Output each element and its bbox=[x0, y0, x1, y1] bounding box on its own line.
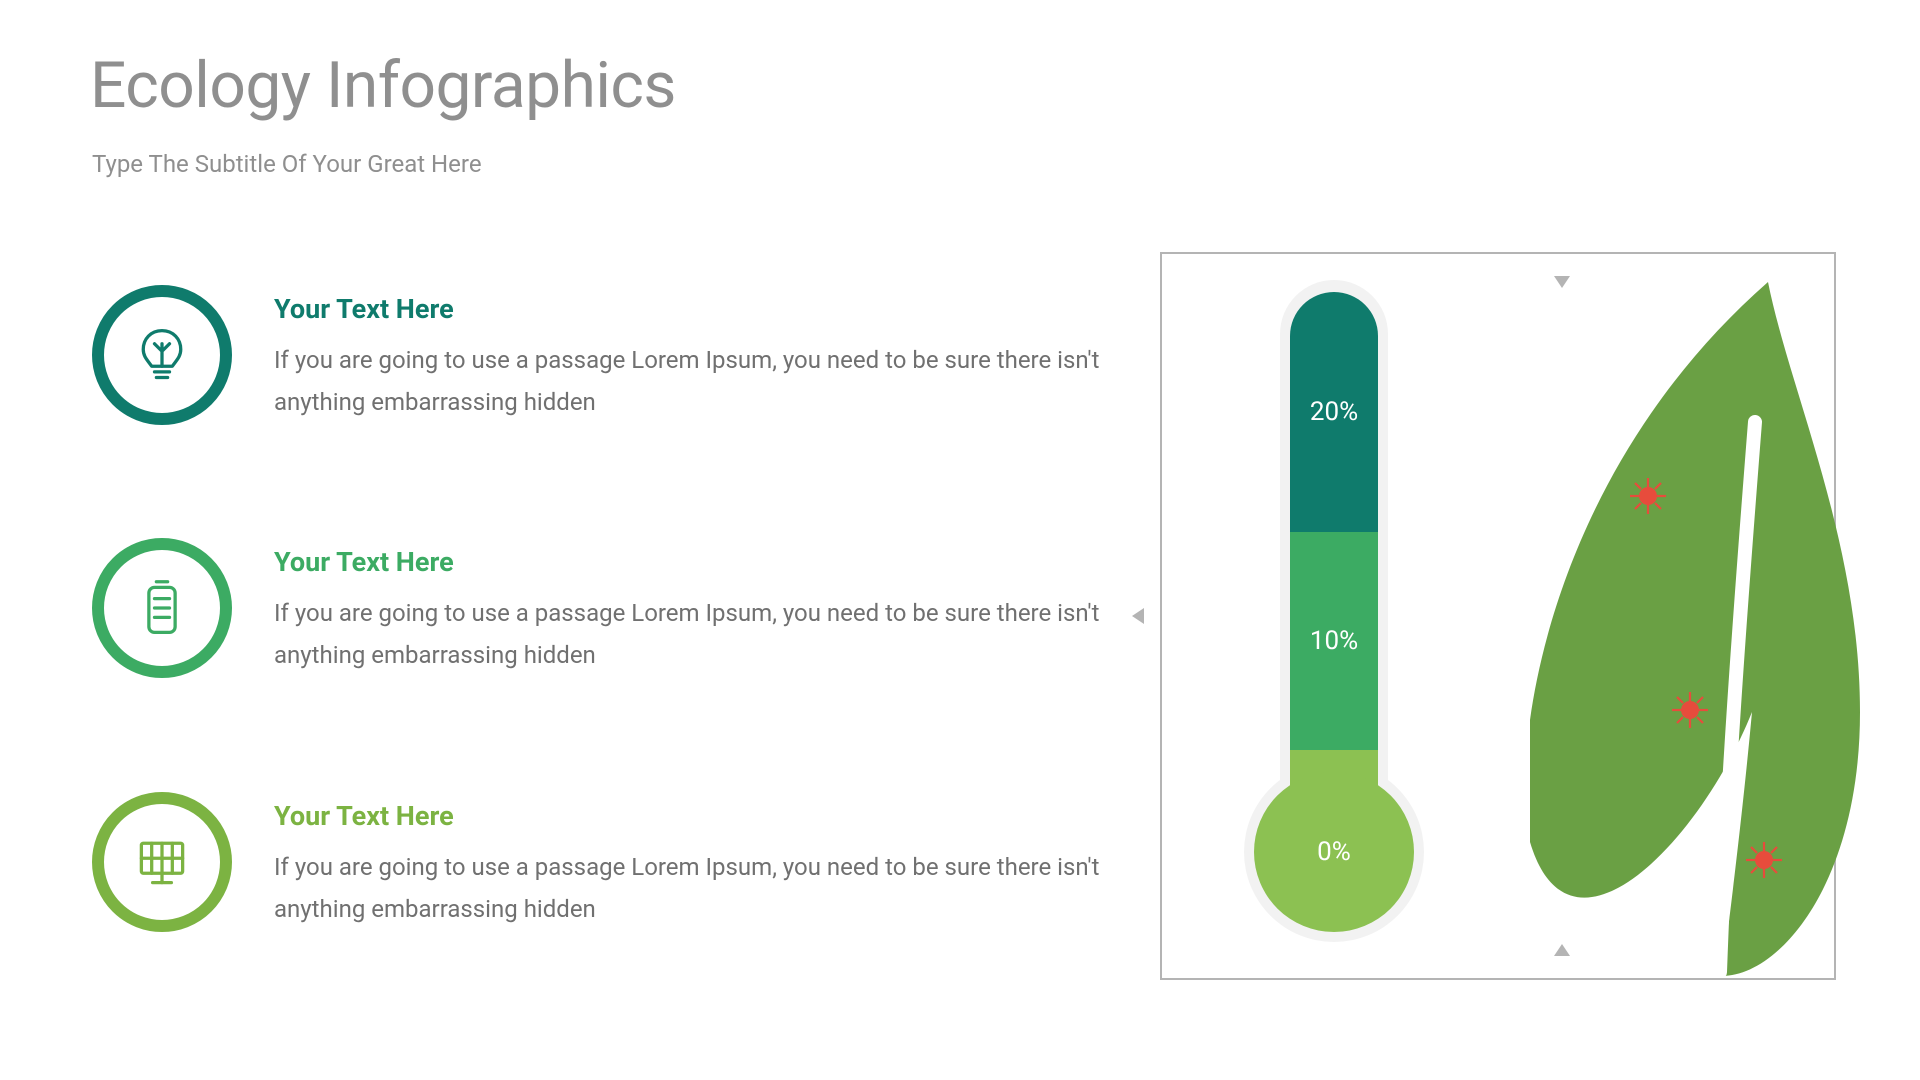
arrow-left-icon bbox=[1132, 608, 1144, 624]
icon-ring-0 bbox=[92, 285, 232, 425]
leaf-icon bbox=[1530, 282, 1860, 976]
virus-dot-icon bbox=[1744, 840, 1784, 880]
info-item-0: Your Text Here If you are going to use a… bbox=[92, 285, 1102, 425]
leaf-dot-2 bbox=[1744, 840, 1784, 880]
info-item-title-1: Your Text Here bbox=[274, 546, 1102, 578]
thermometer-stack: 20% 10% bbox=[1290, 292, 1378, 822]
info-item-2: Your Text Here If you are going to use a… bbox=[92, 792, 1102, 932]
slide: Ecology Infographics Type The Subtitle O… bbox=[0, 0, 1920, 1080]
thermometer-bulb: 0% bbox=[1254, 772, 1414, 932]
info-item-text-0: Your Text Here If you are going to use a… bbox=[274, 285, 1102, 423]
virus-dot-icon bbox=[1670, 690, 1710, 730]
thermometer-seg-1: 10% bbox=[1290, 532, 1378, 750]
solar-panel-icon bbox=[132, 832, 192, 892]
page-title: Ecology Infographics bbox=[90, 48, 676, 123]
info-item-title-2: Your Text Here bbox=[274, 800, 1102, 832]
leaf-dot-1 bbox=[1670, 690, 1710, 730]
thermometer: 20% 10% 0% bbox=[1230, 280, 1430, 960]
leaf-dot-0 bbox=[1628, 476, 1668, 516]
virus-dot-icon bbox=[1628, 476, 1668, 516]
lightbulb-icon bbox=[132, 325, 192, 385]
battery-icon bbox=[132, 578, 192, 638]
info-item-title-0: Your Text Here bbox=[274, 293, 1102, 325]
thermometer-seg-0: 20% bbox=[1290, 292, 1378, 532]
info-item-desc-1: If you are going to use a passage Lorem … bbox=[274, 592, 1102, 676]
info-item-desc-2: If you are going to use a passage Lorem … bbox=[274, 846, 1102, 930]
icon-ring-1 bbox=[92, 538, 232, 678]
page-subtitle: Type The Subtitle Of Your Great Here bbox=[92, 150, 482, 178]
icon-ring-2 bbox=[92, 792, 232, 932]
info-item-desc-0: If you are going to use a passage Lorem … bbox=[274, 339, 1102, 423]
info-item-text-1: Your Text Here If you are going to use a… bbox=[274, 538, 1102, 676]
info-item-text-2: Your Text Here If you are going to use a… bbox=[274, 792, 1102, 930]
info-item-1: Your Text Here If you are going to use a… bbox=[92, 538, 1102, 678]
